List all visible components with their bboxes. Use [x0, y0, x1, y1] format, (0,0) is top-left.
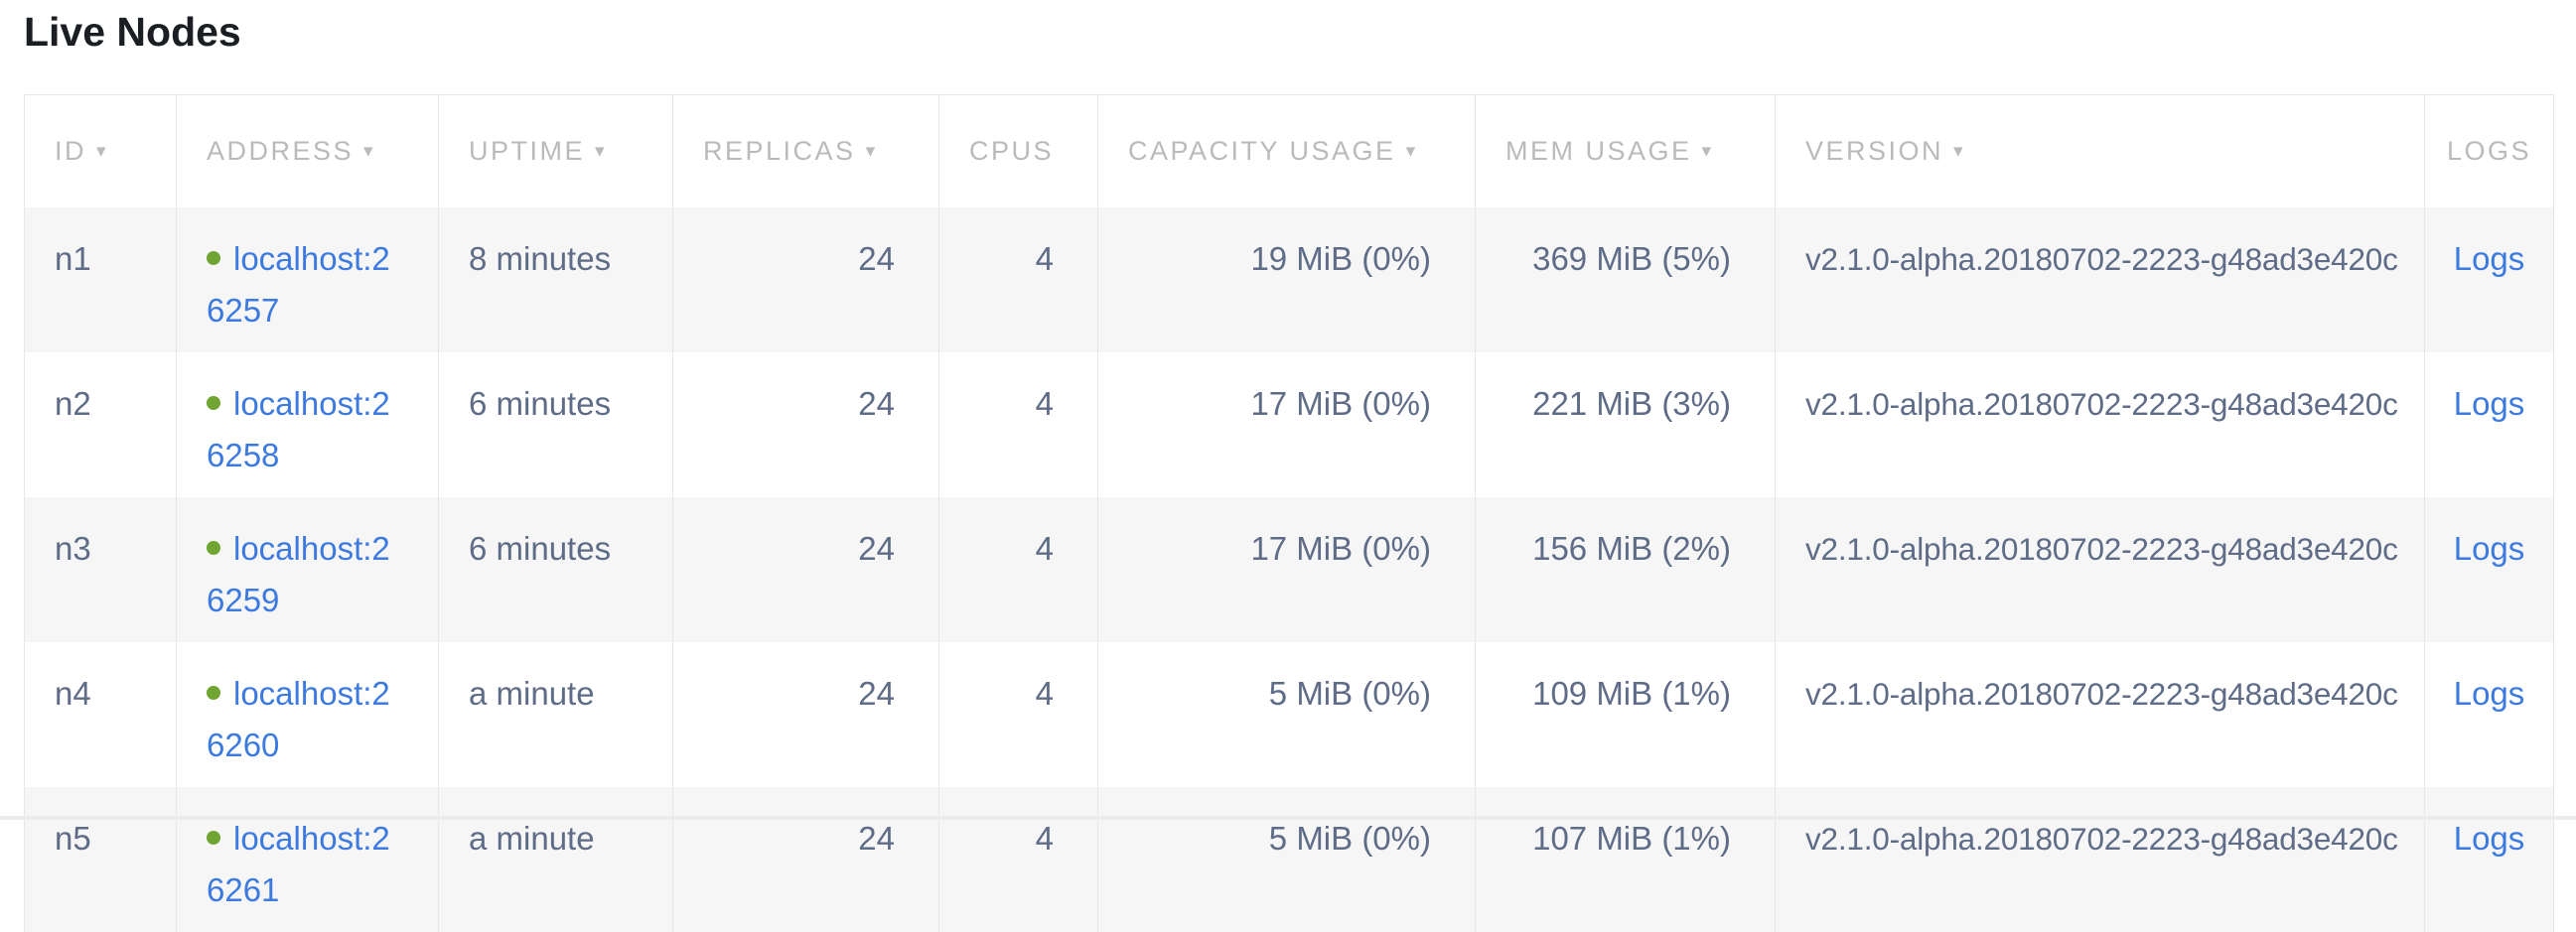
node-mem-usage-cell: 156 MiB (2%) — [1475, 497, 1775, 642]
node-replicas-cell: 24 — [672, 352, 938, 497]
column-header-label: MEM USAGE — [1505, 136, 1692, 166]
node-version-cell: v2.1.0-alpha.20180702-2223-g48ad3e420c — [1775, 497, 2424, 642]
column-header-logs: LOGS — [2424, 95, 2553, 207]
node-mem-usage-cell: 369 MiB (5%) — [1475, 207, 1775, 352]
node-logs-link[interactable]: Logs — [2453, 530, 2525, 567]
node-cpus-cell: 4 — [938, 497, 1097, 642]
node-address-cell: localhost:26257 — [176, 207, 438, 352]
node-capacity-usage-cell: 5 MiB (0%) — [1097, 642, 1475, 787]
node-mem-usage-cell: 221 MiB (3%) — [1475, 352, 1775, 497]
node-replicas-cell: 24 — [672, 787, 938, 932]
sort-arrow-icon: ▾ — [865, 141, 878, 162]
column-header-uptime[interactable]: UPTIME ▾ — [438, 95, 672, 207]
node-replicas-cell: 24 — [672, 642, 938, 787]
column-header-address[interactable]: ADDRESS ▾ — [176, 95, 438, 207]
column-header-label: VERSION — [1805, 136, 1944, 166]
node-capacity-usage-cell: 19 MiB (0%) — [1097, 207, 1475, 352]
node-logs-link[interactable]: Logs — [2453, 385, 2525, 422]
node-live-status-icon — [207, 396, 220, 411]
column-header-label: REPLICAS — [703, 136, 856, 166]
node-logs-link[interactable]: Logs — [2453, 675, 2525, 712]
node-version-cell: v2.1.0-alpha.20180702-2223-g48ad3e420c — [1775, 787, 2424, 932]
column-header-capacity-usage[interactable]: CAPACITY USAGE ▾ — [1097, 95, 1475, 207]
node-logs-cell: Logs — [2424, 497, 2553, 642]
node-address-link[interactable]: localhost:26261 — [207, 820, 390, 908]
node-replicas-cell: 24 — [672, 497, 938, 642]
node-uptime-cell: 8 minutes — [438, 207, 672, 352]
node-cpus-cell: 4 — [938, 787, 1097, 932]
node-version-cell: v2.1.0-alpha.20180702-2223-g48ad3e420c — [1775, 207, 2424, 352]
node-uptime-cell: a minute — [438, 642, 672, 787]
node-uptime-cell: 6 minutes — [438, 497, 672, 642]
column-header-label: ID — [55, 136, 86, 166]
node-address-link[interactable]: localhost:26258 — [207, 385, 390, 473]
column-header-label: UPTIME — [469, 136, 586, 166]
node-uptime-cell: 6 minutes — [438, 352, 672, 497]
column-header-id[interactable]: ID ▾ — [25, 95, 176, 207]
node-uptime-cell: a minute — [438, 787, 672, 932]
column-header-replicas[interactable]: REPLICAS ▾ — [672, 95, 938, 207]
node-id-cell: n5 — [25, 787, 176, 932]
node-address-link[interactable]: localhost:26259 — [207, 530, 390, 618]
node-id-cell: n4 — [25, 642, 176, 787]
node-logs-link[interactable]: Logs — [2453, 240, 2525, 277]
node-row: n5 localhost:26261 a minute 24 4 5 MiB (… — [25, 787, 2553, 932]
node-logs-cell: Logs — [2424, 787, 2553, 932]
node-row: n1 localhost:26257 8 minutes 24 4 19 MiB… — [25, 207, 2553, 352]
node-replicas-cell: 24 — [672, 207, 938, 352]
node-logs-cell: Logs — [2424, 642, 2553, 787]
sort-arrow-icon: ▾ — [1953, 141, 1966, 162]
node-live-status-icon — [207, 686, 220, 701]
column-header-label: CPUS — [969, 136, 1055, 166]
node-logs-cell: Logs — [2424, 352, 2553, 497]
column-header-cpus: CPUS — [938, 95, 1097, 207]
sort-arrow-icon: ▾ — [363, 141, 376, 162]
node-capacity-usage-cell: 17 MiB (0%) — [1097, 352, 1475, 497]
column-header-label: CAPACITY USAGE — [1128, 136, 1396, 166]
node-capacity-usage-cell: 17 MiB (0%) — [1097, 497, 1475, 642]
live-nodes-table: ID ▾ ADDRESS ▾ UPTIME ▾ REPLICAS ▾ CPUS CAPA… — [24, 94, 2554, 932]
node-address-cell: localhost:26260 — [176, 642, 438, 787]
node-row: n3 localhost:26259 6 minutes 24 4 17 MiB… — [25, 497, 2553, 642]
column-header-label: LOGS — [2446, 136, 2532, 166]
sort-arrow-icon: ▾ — [595, 141, 608, 162]
node-row: n4 localhost:26260 a minute 24 4 5 MiB (… — [25, 642, 2553, 787]
node-address-cell: localhost:26261 — [176, 787, 438, 932]
node-logs-cell: Logs — [2424, 207, 2553, 352]
live-nodes-table-container: ID ▾ ADDRESS ▾ UPTIME ▾ REPLICAS ▾ CPUS CAPA… — [24, 94, 2554, 932]
node-cpus-cell: 4 — [938, 207, 1097, 352]
table-header-row: ID ▾ ADDRESS ▾ UPTIME ▾ REPLICAS ▾ CPUS CAPA… — [25, 95, 2553, 207]
node-cpus-cell: 4 — [938, 642, 1097, 787]
node-address-link[interactable]: localhost:26257 — [207, 240, 390, 329]
node-address-link[interactable]: localhost:26260 — [207, 675, 390, 763]
sort-arrow-icon: ▾ — [96, 141, 109, 162]
node-live-status-icon — [207, 831, 220, 846]
node-address-cell: localhost:26258 — [176, 352, 438, 497]
node-cpus-cell: 4 — [938, 352, 1097, 497]
node-id-cell: n1 — [25, 207, 176, 352]
node-row: n2 localhost:26258 6 minutes 24 4 17 MiB… — [25, 352, 2553, 497]
page-title: Live Nodes — [24, 9, 241, 55]
node-capacity-usage-cell: 5 MiB (0%) — [1097, 787, 1475, 932]
node-live-status-icon — [207, 541, 220, 556]
node-version-cell: v2.1.0-alpha.20180702-2223-g48ad3e420c — [1775, 352, 2424, 497]
live-nodes-page: Live Nodes ID ▾ ADDRESS ▾ UPTIME ▾ REPLICAS… — [0, 8, 2576, 932]
node-id-cell: n3 — [25, 497, 176, 642]
node-version-cell: v2.1.0-alpha.20180702-2223-g48ad3e420c — [1775, 642, 2424, 787]
column-header-mem-usage[interactable]: MEM USAGE ▾ — [1475, 95, 1775, 207]
node-logs-link[interactable]: Logs — [2453, 820, 2525, 857]
node-live-status-icon — [207, 251, 220, 266]
node-mem-usage-cell: 109 MiB (1%) — [1475, 642, 1775, 787]
column-header-version[interactable]: VERSION ▾ — [1775, 95, 2424, 207]
column-header-label: ADDRESS — [207, 136, 355, 166]
node-id-cell: n2 — [25, 352, 176, 497]
sort-arrow-icon: ▾ — [1405, 141, 1418, 162]
node-mem-usage-cell: 107 MiB (1%) — [1475, 787, 1775, 932]
sort-arrow-icon: ▾ — [1701, 141, 1714, 162]
node-address-cell: localhost:26259 — [176, 497, 438, 642]
page-bottom-edge — [0, 816, 2576, 820]
